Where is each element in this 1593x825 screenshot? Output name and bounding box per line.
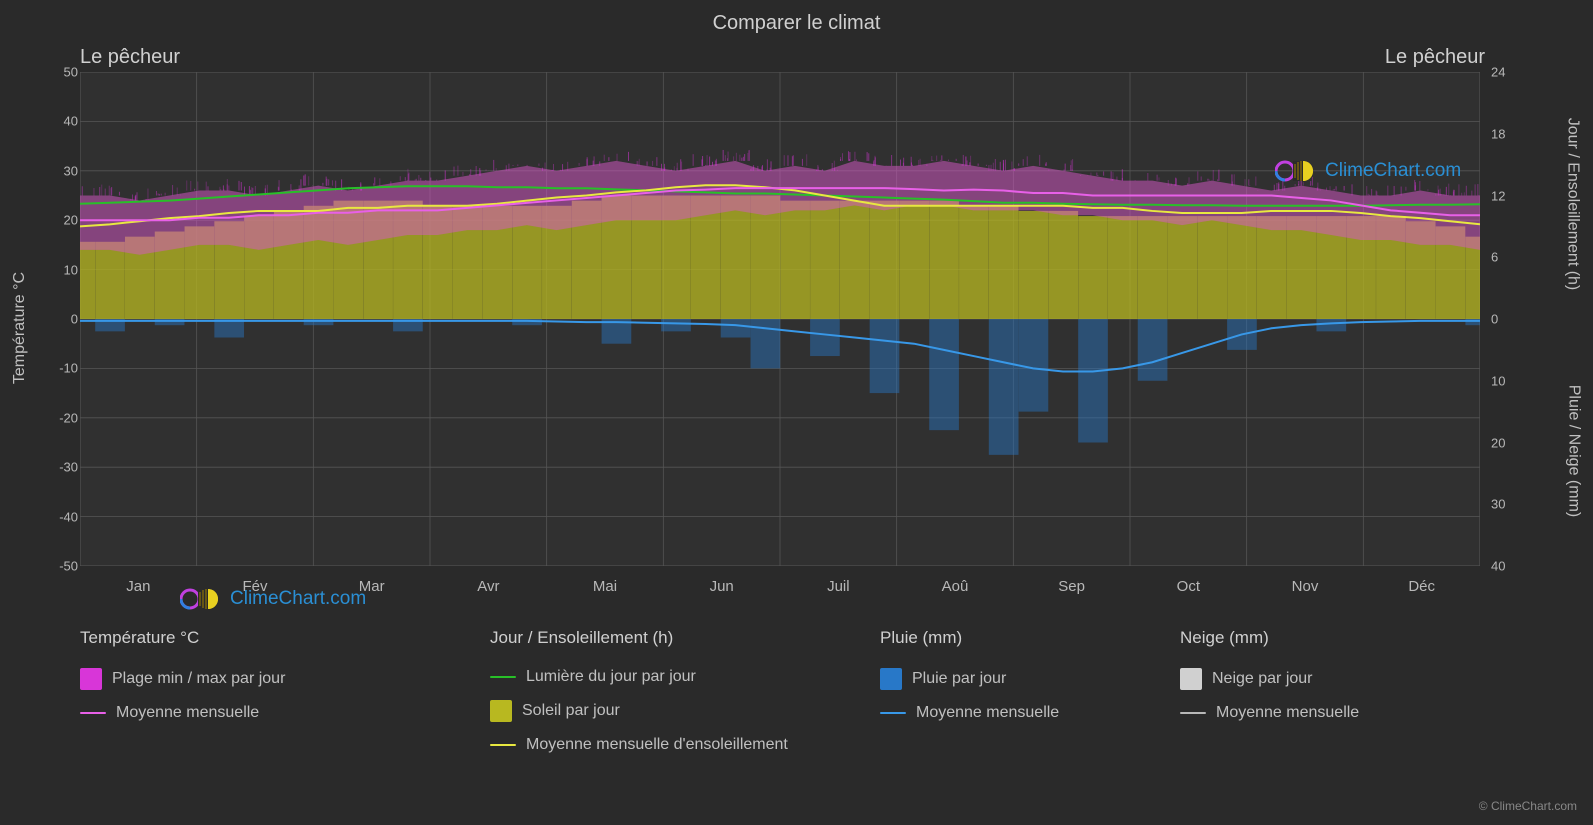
legend-item-snow-daily: Neige par jour	[1180, 668, 1440, 690]
legend-col-temp: Température °C Plage min / max par jour …	[80, 628, 490, 754]
chart-title: Comparer le climat	[0, 0, 1593, 35]
legend-col-light: Jour / Ensoleillement (h) Lumière du jou…	[490, 628, 880, 754]
swatch-temp-range	[80, 668, 102, 690]
legend-item-temp-avg: Moyenne mensuelle	[80, 704, 450, 722]
swatch-rain-avg	[880, 712, 906, 715]
legend: Température °C Plage min / max par jour …	[80, 628, 1520, 754]
legend-title-temp: Température °C	[80, 628, 450, 648]
legend-item-temp-range: Plage min / max par jour	[80, 668, 450, 690]
legend-title-rain: Pluie (mm)	[880, 628, 1140, 648]
legend-title-light: Jour / Ensoleillement (h)	[490, 628, 840, 648]
plot-area	[80, 72, 1480, 566]
legend-col-rain: Pluie (mm) Pluie par jour Moyenne mensue…	[880, 628, 1180, 754]
y-axis-right-top-label: Jour / Ensoleillement (h)	[1564, 118, 1582, 291]
legend-item-sun-avg: Moyenne mensuelle d'ensoleillement	[490, 736, 840, 754]
y-axis-left: -50-40-30-20-1001020304050	[40, 72, 78, 566]
y-axis-right-bot-label: Pluie / Neige (mm)	[1564, 385, 1582, 517]
swatch-rain	[880, 668, 902, 690]
legend-item-sun: Soleil par jour	[490, 700, 840, 722]
legend-item-rain-daily: Pluie par jour	[880, 668, 1140, 690]
watermark-logo: ClimeChart.com	[1275, 158, 1461, 184]
y-axis-right: 0612182410203040	[1491, 72, 1523, 566]
swatch-sun-avg	[490, 744, 516, 747]
legend-col-snow: Neige (mm) Neige par jour Moyenne mensue…	[1180, 628, 1480, 754]
location-label-left: Le pêcheur	[80, 46, 180, 69]
location-label-right: Le pêcheur	[1385, 46, 1485, 69]
copyright: © ClimeChart.com	[1479, 799, 1577, 813]
swatch-daylight	[490, 676, 516, 679]
legend-item-rain-avg: Moyenne mensuelle	[880, 704, 1140, 722]
swatch-sun	[490, 700, 512, 722]
legend-title-snow: Neige (mm)	[1180, 628, 1440, 648]
swatch-snow-avg	[1180, 712, 1206, 715]
swatch-snow	[1180, 668, 1202, 690]
watermark-logo: ClimeChart.com	[180, 586, 366, 612]
legend-item-snow-avg: Moyenne mensuelle	[1180, 704, 1440, 722]
swatch-temp-avg	[80, 712, 106, 715]
legend-item-daylight: Lumière du jour par jour	[490, 668, 840, 686]
y-axis-left-label: Température °C	[11, 272, 29, 384]
